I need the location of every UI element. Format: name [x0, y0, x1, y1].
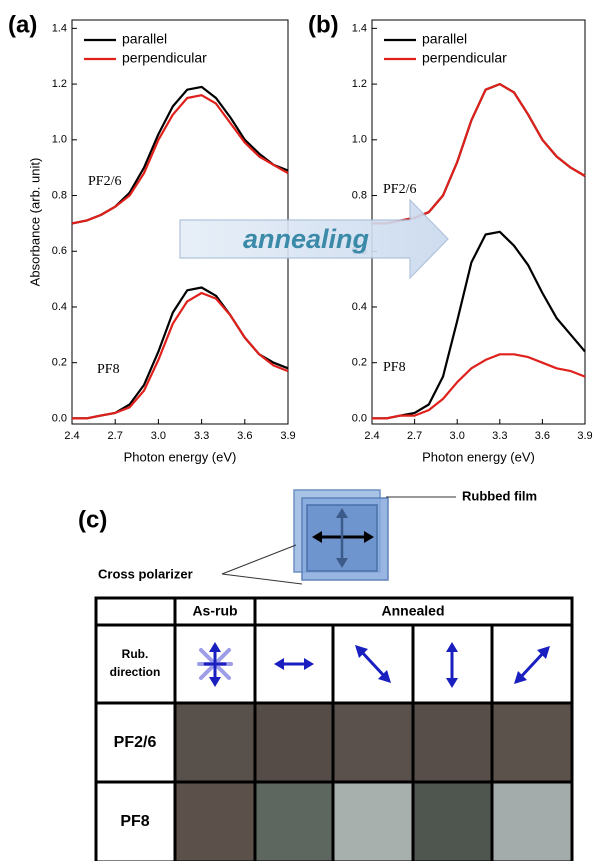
panel-label: (b): [308, 11, 339, 38]
swatch: [492, 703, 572, 782]
x-tick-label: 3.9: [280, 430, 295, 442]
arrow-label: annealing: [243, 224, 370, 254]
direction-arrow: [360, 650, 386, 678]
table: As-rub Annealed Rub. direction PF2/6 PF8: [96, 598, 572, 861]
direction-arrow: [519, 651, 545, 679]
row-header: PF2/6: [114, 734, 157, 751]
swatch: [413, 782, 492, 861]
curve: [72, 288, 288, 419]
y-tick-label: 0.8: [352, 189, 367, 201]
x-tick-label: 3.0: [151, 430, 166, 442]
swatch: [175, 703, 255, 782]
swatch: [255, 703, 333, 782]
row-header: Rub.: [122, 647, 149, 661]
x-axis-label: Photon energy (eV): [422, 449, 535, 464]
y-tick-label: 0.0: [352, 412, 367, 424]
y-tick-label: 0.4: [52, 301, 67, 313]
legend-label: perpendicular: [122, 50, 207, 66]
x-tick-label: 2.7: [108, 430, 123, 442]
curve-annotation: PF8: [97, 362, 120, 377]
x-tick-label: 3.3: [194, 430, 209, 442]
arrowhead: [209, 642, 221, 652]
curve-annotation: PF8: [383, 360, 406, 375]
curve-annotation: PF2/6: [88, 174, 121, 189]
x-tick-label: 2.4: [364, 430, 379, 442]
curve: [72, 95, 288, 223]
arrowhead: [274, 658, 284, 670]
y-tick-label: 1.0: [352, 134, 367, 146]
swatch: [413, 703, 492, 782]
legend-label: parallel: [422, 31, 467, 47]
row-header: PF8: [120, 813, 149, 830]
leader-line: [222, 574, 302, 584]
x-tick-label: 3.0: [450, 430, 465, 442]
cross-polarizer-label: Cross polarizer: [98, 566, 193, 581]
arrowhead: [446, 678, 458, 688]
rubbed-film-label: Rubbed film: [462, 488, 537, 503]
x-tick-label: 3.9: [577, 430, 592, 442]
legend-label: parallel: [122, 31, 167, 47]
arrowhead: [209, 677, 221, 687]
swatch: [333, 703, 413, 782]
y-tick-label: 1.0: [52, 134, 67, 146]
y-tick-label: 1.2: [52, 78, 67, 90]
arrowhead: [446, 642, 458, 652]
x-tick-label: 2.4: [64, 430, 79, 442]
curve: [372, 84, 585, 223]
curve-annotation: PF2/6: [383, 182, 416, 197]
column-header: Annealed: [381, 603, 444, 619]
swatch: [255, 782, 333, 861]
panel-label: (c): [78, 506, 107, 533]
y-tick-label: 0.0: [52, 412, 67, 424]
y-tick-label: 0.6: [52, 245, 67, 257]
swatch: [492, 782, 572, 861]
swatch: [333, 782, 413, 861]
y-tick-label: 1.4: [52, 22, 67, 34]
row-header: direction: [110, 665, 161, 679]
y-tick-label: 1.2: [352, 78, 367, 90]
leader-line: [222, 545, 296, 574]
y-tick-label: 0.8: [52, 189, 67, 201]
x-tick-label: 3.6: [237, 430, 252, 442]
y-axis-label: Absorbance (arb. unit): [27, 158, 42, 287]
x-tick-label: 3.6: [535, 430, 550, 442]
column-header: As-rub: [192, 603, 237, 619]
figure: 0.0 0.2 0.4 0.6 0.8 1.0 1.2 1.4 2.4 2.7 3.0 3.3 3.6 3…: [0, 0, 595, 861]
y-tick-label: 0.4: [352, 301, 367, 313]
arrowhead: [304, 658, 314, 670]
curve: [72, 293, 288, 418]
swatch: [175, 782, 255, 861]
panel-label: (a): [8, 11, 37, 38]
curve: [372, 232, 585, 419]
y-tick-label: 0.2: [52, 357, 67, 369]
y-tick-label: 1.4: [352, 22, 367, 34]
legend-label: perpendicular: [422, 50, 507, 66]
x-tick-label: 2.7: [407, 430, 422, 442]
y-tick-label: 0.2: [352, 357, 367, 369]
x-axis-label: Photon energy (eV): [124, 449, 237, 464]
x-tick-label: 3.3: [492, 430, 507, 442]
